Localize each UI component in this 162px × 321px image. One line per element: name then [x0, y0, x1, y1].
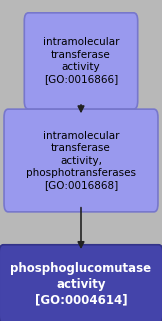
FancyBboxPatch shape: [0, 245, 162, 321]
FancyBboxPatch shape: [4, 109, 158, 212]
Text: intramolecular
transferase
activity,
phosphotransferases
[GO:0016868]: intramolecular transferase activity, pho…: [26, 131, 136, 190]
Text: phosphoglucomutase
activity
[GO:0004614]: phosphoglucomutase activity [GO:0004614]: [10, 262, 152, 307]
Text: intramolecular
transferase
activity
[GO:0016866]: intramolecular transferase activity [GO:…: [43, 37, 119, 85]
FancyBboxPatch shape: [24, 13, 138, 109]
